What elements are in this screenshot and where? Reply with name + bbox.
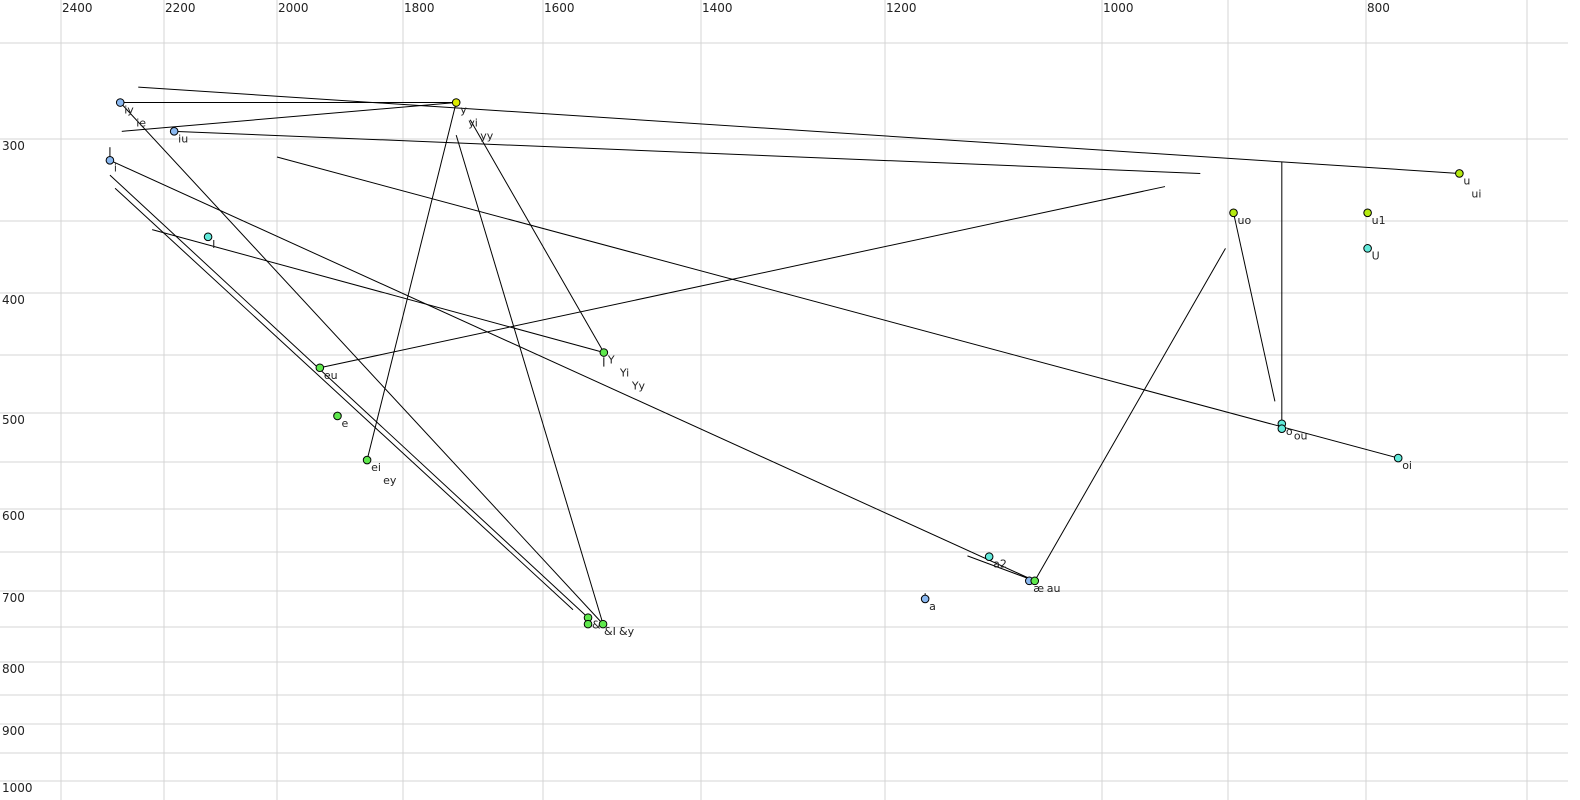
vowel-point — [1393, 453, 1403, 463]
vowel-label: u — [1463, 174, 1470, 187]
vowel-point — [598, 619, 608, 629]
vowel-label: I — [212, 238, 215, 251]
vowel-label: o — [1286, 425, 1293, 438]
vowel-point — [1277, 424, 1287, 433]
vowel-point — [333, 411, 342, 421]
trajectory-line — [119, 102, 604, 625]
y-tick-label: 300 — [2, 139, 25, 153]
vowel-label: æ — [1033, 582, 1044, 595]
trajectory-line — [109, 174, 589, 619]
vowel-label: &I — [604, 625, 616, 638]
vowel-point — [599, 348, 609, 357]
trajectory-line — [967, 555, 1035, 582]
vowel-label: ui — [1471, 187, 1481, 200]
vowel-point — [1363, 244, 1372, 253]
trajectory-line — [469, 119, 605, 353]
vowel-point — [984, 552, 994, 561]
vowel-point — [1229, 208, 1238, 218]
trajectory-line — [138, 86, 1460, 174]
vowel-label: i — [114, 161, 117, 174]
vowel-label: u1 — [1372, 214, 1386, 227]
y-tick-label: 700 — [2, 591, 25, 605]
x-tick-label: 2200 — [165, 1, 196, 15]
vowel-label: uo — [1238, 214, 1252, 227]
vowel-label: y — [460, 104, 467, 117]
vowel-label: a2 — [993, 558, 1007, 571]
x-tick-label: 1200 — [886, 1, 917, 15]
vowel-point — [451, 98, 461, 107]
vowel-label: ou — [1294, 430, 1308, 443]
x-tick-label: 1000 — [1103, 1, 1134, 15]
y-tick-label: 400 — [2, 293, 25, 307]
x-tick-label: 2400 — [62, 1, 93, 15]
y-tick-label: 600 — [2, 509, 25, 523]
vowel-point — [1030, 576, 1040, 586]
y-tick-label: 500 — [2, 413, 25, 427]
x-tick-label: 800 — [1367, 1, 1390, 15]
vowel-point — [169, 127, 179, 136]
y-tick-label: 800 — [2, 662, 25, 676]
trajectory-line — [174, 130, 1201, 174]
vowel-label: Yi — [619, 367, 629, 380]
trajectory-line — [114, 187, 574, 611]
vowel-point — [920, 594, 930, 604]
vowel-point — [115, 98, 125, 107]
trajectory-line — [276, 156, 1399, 459]
vowel-label: Y — [607, 354, 615, 367]
x-tick-label: 1400 — [702, 1, 733, 15]
vowel-label: yi — [468, 117, 478, 130]
vowel-label: a — [929, 600, 936, 613]
y-tick-label: 900 — [2, 724, 25, 738]
trajectory-line — [1034, 248, 1226, 582]
vowel-label: yy — [480, 130, 494, 143]
trajectory-line — [121, 102, 457, 132]
vowel-point — [362, 455, 372, 465]
trajectory-line — [366, 102, 457, 461]
vowel-point — [315, 363, 325, 373]
vowel-label: iu — [178, 132, 188, 145]
x-tick-label: 1800 — [404, 1, 435, 15]
vowel-label: ie — [136, 117, 146, 130]
y-tick-label: 1000 — [2, 781, 33, 795]
vowel-label: au — [1047, 582, 1061, 595]
trajectory-line — [152, 229, 604, 354]
vowel-label: Yy — [631, 380, 646, 393]
vowel-label: e — [341, 417, 348, 430]
vowel-label: U — [1372, 249, 1380, 262]
trajectory-line — [319, 186, 1166, 369]
vowel-label: eu — [324, 369, 338, 382]
vowel-point — [203, 232, 213, 242]
vowel-label: oi — [1402, 459, 1412, 472]
vowel-point — [583, 619, 593, 629]
vowel-label: &y — [619, 625, 635, 638]
vowel-point — [1363, 208, 1372, 218]
trajectory-line — [1233, 212, 1276, 402]
vowel-label: iy — [124, 104, 134, 117]
vowel-label: ey — [383, 474, 397, 487]
vowel-point — [1455, 169, 1464, 178]
x-tick-label: 1600 — [544, 1, 575, 15]
trajectory-line — [109, 159, 1035, 582]
trajectory-line — [455, 135, 604, 625]
vowel-point — [105, 156, 115, 165]
x-tick-label: 2000 — [278, 1, 309, 15]
vowel-label: & — [592, 619, 601, 632]
vowel-label: ei — [371, 461, 381, 474]
